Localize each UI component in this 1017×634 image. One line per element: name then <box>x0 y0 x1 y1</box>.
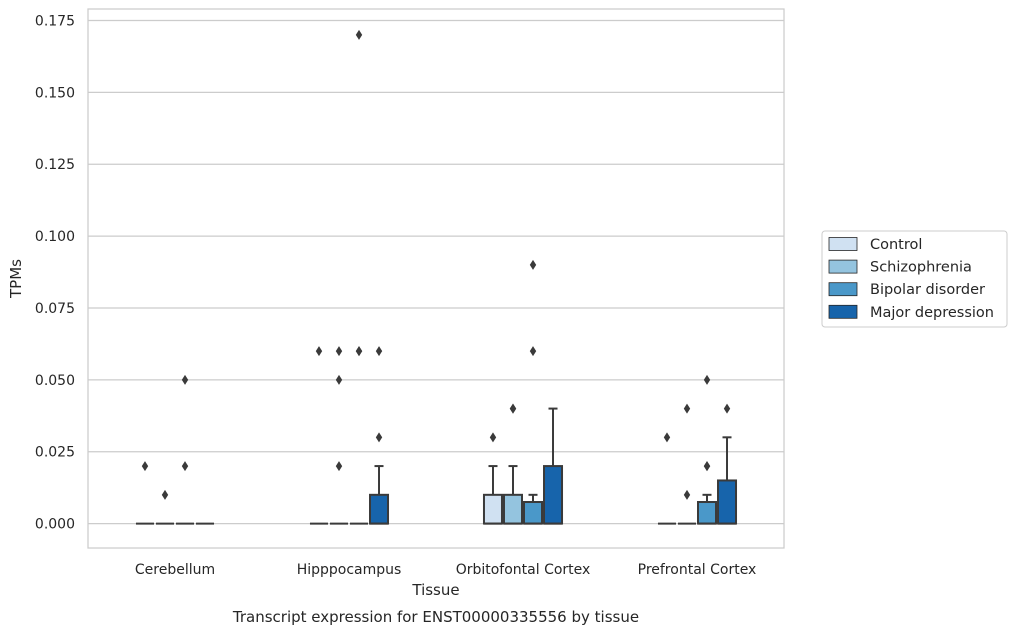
box <box>369 346 390 525</box>
y-tick-label: 0.075 <box>35 301 75 317</box>
chart-title: Transcript expression for ENST0000033555… <box>232 608 639 626</box>
outlier-point <box>683 489 691 500</box>
box <box>502 403 523 525</box>
outlier-point <box>375 346 383 357</box>
outlier-point <box>161 489 169 500</box>
y-tick-label: 0.050 <box>35 373 75 389</box>
box <box>523 259 544 525</box>
legend-label: Schizophrenia <box>870 260 972 276</box>
box <box>309 346 328 525</box>
box <box>657 432 676 525</box>
outlier-point <box>683 403 691 414</box>
y-tick-label: 0.125 <box>35 157 75 173</box>
x-tick-label: Orbitofontal Cortex <box>456 562 591 578</box>
outlier-point <box>529 346 537 357</box>
series-major-depression <box>196 346 738 525</box>
box <box>176 374 195 525</box>
legend-item: Bipolar disorder <box>828 282 985 298</box>
x-tick-label: Hipppocampus <box>297 562 402 578</box>
legend-item: Major depression <box>828 304 994 321</box>
y-axis-label: TPMs <box>7 259 25 299</box>
outlier-point <box>529 259 537 270</box>
outlier-point <box>703 374 711 385</box>
legend-label: Major depression <box>870 305 994 321</box>
legend-swatch <box>828 304 858 319</box>
outlier-point <box>489 432 497 443</box>
legend-swatch <box>828 259 858 274</box>
legend-swatch <box>828 282 858 297</box>
legend-swatch <box>828 237 858 251</box>
outlier-point <box>355 29 363 40</box>
box-iqr <box>482 493 503 525</box>
y-tick-label: 0.150 <box>35 85 75 101</box>
box-series <box>135 29 738 525</box>
outlier-point <box>355 346 363 357</box>
series-schizophrenia <box>155 346 696 525</box>
outlier-point <box>335 374 343 385</box>
box-iqr <box>502 493 523 525</box>
y-tick-labels: 0.000 0.025 0.050 0.075 0.100 0.125 0.150 0.175 <box>35 13 75 532</box>
outlier-point <box>315 346 323 357</box>
box-iqr <box>523 501 544 525</box>
gridlines <box>88 19 784 525</box>
box <box>329 346 348 525</box>
x-tick-labels: Cerebellum Hipppocampus Orbitofontal Corte… <box>135 562 756 578</box>
x-axis-label: Tissue <box>411 581 459 599</box>
outlier-point <box>141 461 149 472</box>
legend: Control Schizophrenia Bipolar disorder Majo… <box>821 230 1008 328</box>
outlier-point <box>509 403 517 414</box>
legend-item: Schizophrenia <box>828 259 972 276</box>
outlier-point <box>181 461 189 472</box>
outlier-point <box>703 461 711 472</box>
box <box>717 403 738 525</box>
plot-frame <box>87 8 785 549</box>
outlier-point <box>335 346 343 357</box>
x-tick-label: Cerebellum <box>135 562 215 578</box>
outlier-point <box>663 432 671 443</box>
legend-label: Bipolar disorder <box>870 282 985 298</box>
series-control <box>135 346 676 525</box>
outlier-point <box>723 403 731 414</box>
series-bipolar-disorder <box>176 29 718 525</box>
y-tick-label: 0.000 <box>35 517 75 533</box>
box-iqr <box>697 501 718 525</box>
outlier-point <box>335 461 343 472</box>
outlier-point <box>181 374 189 385</box>
box <box>482 432 503 525</box>
legend-label: Control <box>870 237 922 253</box>
box <box>543 407 564 525</box>
box <box>697 374 718 525</box>
box <box>155 489 174 525</box>
outlier-point <box>375 432 383 443</box>
y-tick-label: 0.100 <box>35 229 75 245</box>
box-iqr <box>369 493 390 525</box>
box-iqr <box>543 465 564 525</box>
legend-item: Control <box>828 237 922 253</box>
y-tick-label: 0.175 <box>35 13 75 29</box>
x-tick-label: Prefrontal Cortex <box>638 562 757 578</box>
box <box>677 403 696 525</box>
y-tick-label: 0.025 <box>35 445 75 461</box>
box-iqr <box>717 479 738 525</box>
box <box>135 461 154 525</box>
legend-frame <box>821 230 1008 328</box>
box <box>350 29 369 525</box>
